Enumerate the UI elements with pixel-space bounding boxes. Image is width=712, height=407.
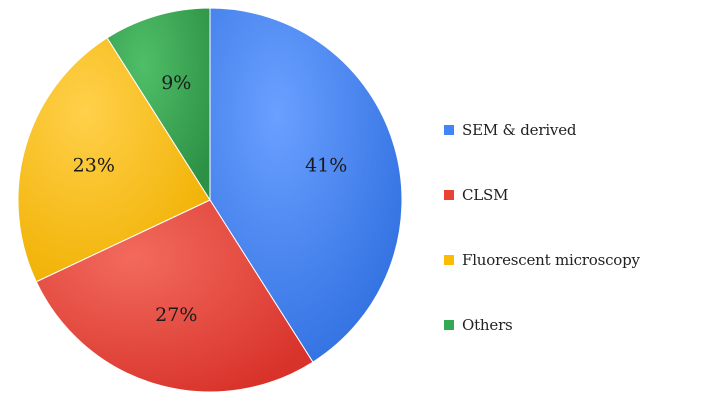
slice-label-fluorescent: 23% bbox=[73, 154, 115, 176]
legend-item-clsm: CLSM bbox=[444, 162, 704, 227]
legend-item-sem: SEM & derived bbox=[444, 97, 704, 162]
legend: SEM & derived CLSM Fluorescent microscop… bbox=[444, 97, 704, 357]
slice-label-others: 9% bbox=[161, 72, 191, 94]
legend-label-clsm: CLSM bbox=[462, 185, 509, 204]
legend-swatch-fluorescent bbox=[444, 254, 454, 265]
legend-label-fluorescent: Fluorescent microscopy bbox=[462, 250, 640, 269]
legend-item-fluorescent: Fluorescent microscopy bbox=[444, 227, 704, 292]
legend-swatch-others bbox=[444, 319, 454, 330]
legend-swatch-sem bbox=[444, 124, 454, 135]
slice-others bbox=[106, 7, 211, 202]
slice-fluorescent bbox=[17, 37, 211, 283]
legend-label-others: Others bbox=[462, 315, 513, 334]
slice-sem bbox=[209, 7, 403, 363]
legend-label-sem: SEM & derived bbox=[462, 120, 577, 139]
slice-label-sem: 41% bbox=[305, 154, 347, 176]
legend-item-others: Others bbox=[444, 292, 704, 357]
slice-clsm bbox=[35, 199, 314, 393]
slice-label-clsm: 27% bbox=[155, 304, 197, 326]
legend-swatch-clsm bbox=[444, 189, 454, 200]
